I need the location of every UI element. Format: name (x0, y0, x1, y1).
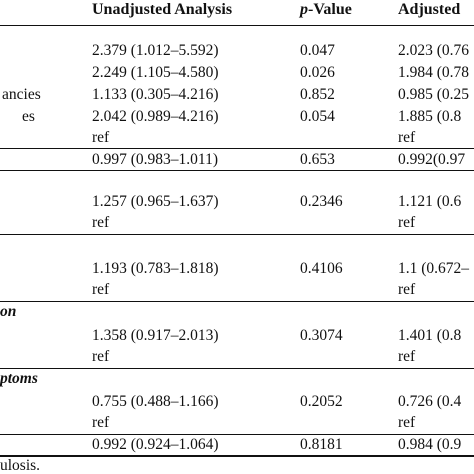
row7-pvalue: 0.2346 (300, 193, 343, 210)
section-label-ptoms: ptoms (0, 370, 38, 387)
row11-unadjusted: 1.358 (0.917–2.013) (92, 327, 219, 344)
rule-4 (0, 301, 474, 302)
row11-pvalue: 0.3074 (300, 327, 343, 344)
header-rule (0, 25, 474, 26)
row15-unadjusted: 0.992 (0.924–1.064) (92, 436, 219, 453)
row15-adjusted: 0.984 (0.9 (398, 436, 462, 453)
row12-unadjusted: ref (92, 348, 110, 365)
row9-pvalue: 0.4106 (300, 260, 343, 277)
row3-unadjusted: 1.133 (0.305–4.216) (92, 86, 219, 103)
row1-unadjusted: 2.379 (1.012–5.592) (92, 42, 219, 59)
row8-unadjusted: ref (92, 214, 110, 231)
row14-adjusted: ref (398, 414, 416, 431)
row9-adjusted: 1.1 (0.672– (398, 260, 470, 277)
row14-unadjusted: ref (92, 414, 110, 431)
section-label-on: on (0, 303, 17, 320)
row9-unadjusted: 1.193 (0.783–1.818) (92, 260, 219, 277)
row13-pvalue: 0.2052 (300, 393, 343, 410)
row7-adjusted: 1.121 (0.6 (398, 193, 462, 210)
row7-unadjusted: 1.257 (0.965–1.637) (92, 193, 219, 210)
row12-adjusted: ref (398, 348, 416, 365)
row8-adjusted: ref (398, 214, 416, 231)
row6-unadjusted: 0.997 (0.983–1.011) (92, 151, 218, 168)
row2-adjusted: 1.984 (0.78 (398, 64, 470, 81)
row4-unadjusted: 2.042 (0.989–4.216) (92, 108, 219, 125)
rule-2 (0, 170, 474, 171)
row6-adjusted: 0.992(0.97 (398, 151, 466, 168)
row4-adjusted: 1.885 (0.8 (398, 108, 462, 125)
row5-unadjusted: ref (92, 129, 110, 146)
row10-unadjusted: ref (92, 281, 110, 298)
row1-pvalue: 0.047 (300, 42, 335, 59)
row4-pvalue: 0.054 (300, 108, 335, 125)
row1-adjusted: 2.023 (0.76 (398, 42, 470, 59)
row3-adjusted: 0.985 (0.25 (398, 86, 470, 103)
header-value-text: -Value (308, 1, 352, 18)
row3-label: ancies (2, 86, 41, 103)
row5-adjusted: ref (398, 129, 416, 146)
rule-1 (0, 148, 474, 149)
row2-unadjusted: 2.249 (1.105–4.580) (92, 64, 219, 81)
row10-adjusted: ref (398, 281, 416, 298)
rule-3 (0, 234, 474, 235)
row6-pvalue: 0.653 (300, 151, 335, 168)
row3-pvalue: 0.852 (300, 86, 335, 103)
header-p-value: p-Value (300, 1, 352, 18)
row11-adjusted: 1.401 (0.8 (398, 327, 462, 344)
row2-pvalue: 0.026 (300, 64, 335, 81)
header-unadjusted-analysis: Unadjusted Analysis (92, 1, 233, 18)
footnote: ulosis. (0, 457, 41, 474)
header-adjusted: Adjusted (398, 1, 461, 18)
rule-6 (0, 434, 474, 435)
table-bottom-rule (0, 455, 474, 457)
row13-unadjusted: 0.755 (0.488–1.166) (92, 393, 219, 410)
row13-adjusted: 0.726 (0.4 (398, 393, 462, 410)
rule-5 (0, 368, 474, 369)
row4-label: es (22, 108, 35, 125)
row15-pvalue: 0.8181 (300, 436, 343, 453)
header-p-italic: p (300, 1, 308, 18)
